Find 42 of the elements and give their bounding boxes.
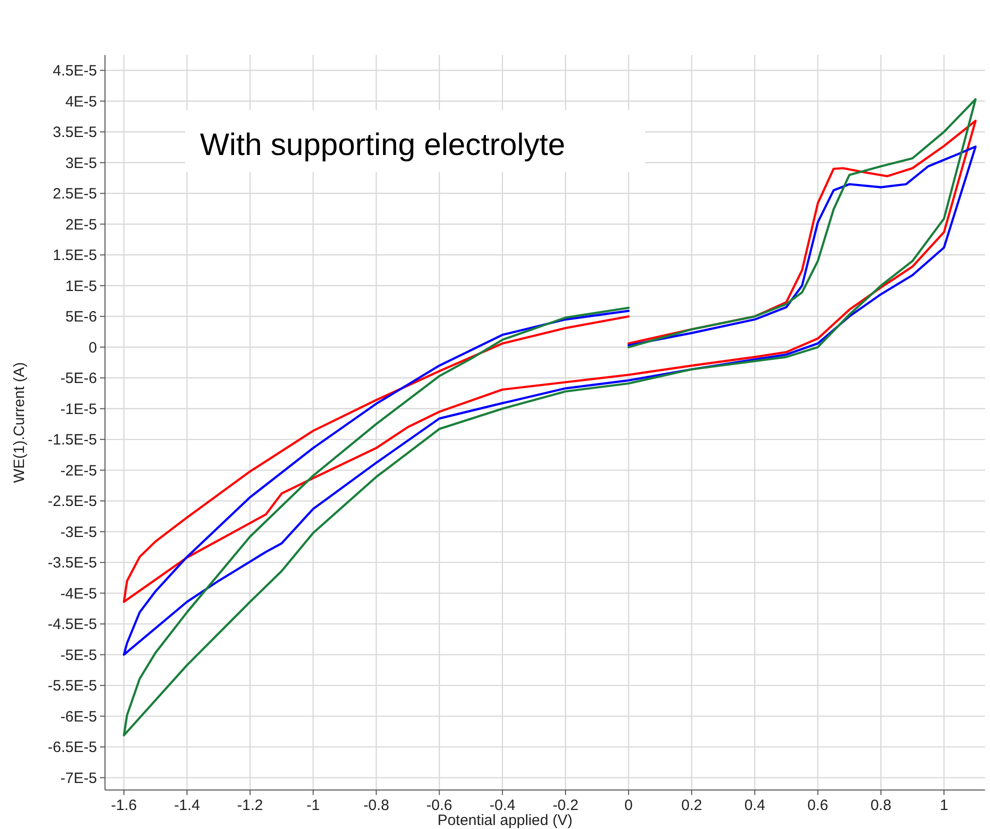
x-tick-label: 0 xyxy=(624,797,633,814)
y-tick-label: -2.5E-5 xyxy=(48,493,97,510)
y-tick-label: 4.5E-5 xyxy=(52,62,97,80)
y-tick-label: 5E-6 xyxy=(65,308,97,326)
y-tick-label: -2E-5 xyxy=(60,462,97,480)
y-tick-label: -5E-5 xyxy=(60,646,97,664)
x-tick-label: -0.2 xyxy=(552,797,578,814)
y-tick-label: 1E-5 xyxy=(65,278,97,295)
x-tick-label: -1 xyxy=(306,797,320,814)
y-tick-label: 2E-5 xyxy=(65,216,97,234)
y-tick-label: 3.5E-5 xyxy=(52,124,97,142)
y-tick-label: -1.5E-5 xyxy=(48,432,97,449)
y-axis-title: WE(1).Current (A) xyxy=(11,362,28,483)
y-tick-label: 1.5E-5 xyxy=(52,247,97,264)
y-tick-label: -5.5E-5 xyxy=(48,678,97,695)
x-tick-label: 0.4 xyxy=(744,797,766,814)
x-tick-label: 1 xyxy=(940,797,948,814)
y-tick-label: -5E-6 xyxy=(60,370,97,388)
y-tick-label: 2.5E-5 xyxy=(52,186,97,203)
y-tick-label: -6.5E-5 xyxy=(48,739,97,756)
y-tick-label: 0 xyxy=(88,339,97,356)
x-tick-label: -0.8 xyxy=(363,797,390,814)
x-tick-label: -1.2 xyxy=(237,797,264,814)
y-tick-label: -7E-5 xyxy=(60,770,97,787)
x-tick-label: -0.4 xyxy=(489,797,516,814)
x-tick-label: -1.6 xyxy=(110,797,137,814)
x-tick-label: 0.2 xyxy=(681,797,702,814)
annotation: With supporting electrolyte xyxy=(200,127,566,162)
y-tick-label: 3E-5 xyxy=(65,154,97,172)
x-tick-label: -1.4 xyxy=(174,797,200,814)
y-tick-label: -4.5E-5 xyxy=(48,616,97,634)
y-tick-label: -3.5E-5 xyxy=(48,554,97,572)
x-axis-title: Potential applied (V) xyxy=(437,812,573,829)
y-tick-label: -4E-5 xyxy=(60,585,97,602)
line-series xyxy=(122,98,977,736)
x-tick-label: 0.6 xyxy=(807,797,828,814)
x-tick-label: 0.8 xyxy=(870,797,892,814)
y-tick-label: -1E-5 xyxy=(60,400,97,418)
y-tick-label: 4E-5 xyxy=(65,93,97,110)
x-tick-label: -0.6 xyxy=(426,797,452,814)
y-tick-label: -6E-5 xyxy=(60,708,97,726)
y-tick-label: -3E-5 xyxy=(60,524,97,541)
